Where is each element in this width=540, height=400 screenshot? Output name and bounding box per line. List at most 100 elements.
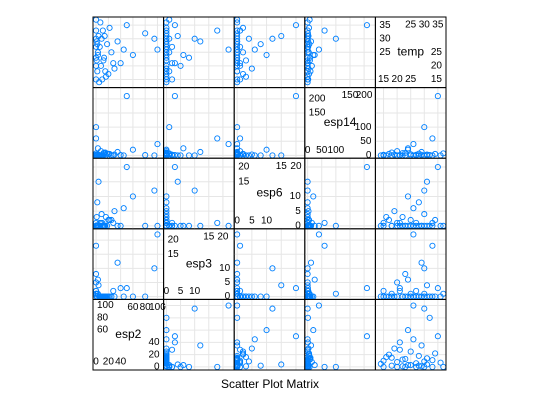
point: [257, 41, 264, 48]
point: [421, 124, 428, 131]
point: [396, 346, 403, 353]
point: [114, 38, 121, 45]
point: [169, 76, 176, 83]
point: [399, 363, 406, 370]
point: [426, 314, 433, 321]
point: [418, 342, 425, 349]
point: [154, 46, 161, 53]
point: [410, 336, 417, 343]
point: [421, 187, 428, 194]
tick-label: 80: [97, 312, 109, 323]
point: [418, 151, 425, 158]
point: [185, 54, 193, 61]
tick-label: 100: [97, 300, 114, 311]
point: [237, 135, 244, 142]
point: [248, 65, 255, 72]
point: [434, 333, 441, 340]
point: [239, 150, 247, 158]
tick-label: 50: [316, 145, 328, 156]
point: [239, 49, 247, 56]
point: [101, 32, 108, 40]
point: [305, 38, 312, 45]
point: [269, 265, 276, 272]
point: [383, 354, 390, 361]
point: [104, 41, 111, 48]
point: [197, 148, 204, 156]
point: [171, 60, 178, 67]
point: [106, 216, 113, 224]
tick-label: 25: [431, 47, 443, 58]
point: [239, 350, 247, 357]
point: [242, 354, 250, 361]
point: [180, 145, 187, 152]
point: [396, 285, 403, 292]
tick-label: 50: [360, 136, 372, 147]
point: [171, 93, 178, 100]
point: [129, 193, 136, 200]
point: [129, 146, 136, 153]
point: [429, 357, 436, 364]
point: [214, 27, 221, 34]
point: [423, 282, 431, 289]
tick-label: 0: [305, 145, 311, 156]
point: [415, 199, 422, 206]
point: [174, 361, 181, 368]
point: [311, 51, 318, 59]
tick-label: 0: [154, 362, 160, 373]
tick-label: 15: [203, 231, 215, 242]
point: [363, 333, 370, 340]
point: [120, 205, 127, 212]
point: [171, 333, 178, 340]
point: [123, 285, 130, 292]
point: [101, 54, 108, 61]
panel-border: [374, 16, 447, 89]
point: [396, 339, 403, 346]
tick-label: 60: [127, 302, 139, 313]
point: [304, 314, 311, 321]
tick-label: 0: [164, 286, 170, 297]
point: [421, 265, 428, 272]
point: [102, 213, 109, 221]
point: [117, 152, 124, 159]
tick-label: 0: [234, 215, 240, 226]
point: [237, 242, 244, 249]
point: [413, 287, 420, 294]
point: [410, 205, 417, 212]
point: [225, 46, 232, 53]
point: [95, 178, 102, 185]
point: [332, 35, 339, 42]
point: [278, 282, 285, 289]
variable-label: esp6: [256, 186, 282, 200]
tick-label: 25: [405, 20, 417, 31]
tick-label: 150: [309, 108, 326, 119]
tick-label: 100: [355, 122, 372, 133]
tick-label: 5: [249, 215, 255, 226]
panel-border: [233, 228, 306, 300]
point: [102, 73, 109, 80]
point: [214, 219, 221, 226]
point: [380, 287, 387, 294]
tick-label: 40: [148, 337, 160, 348]
point: [110, 287, 117, 294]
point: [278, 361, 285, 368]
tick-label: 25: [379, 47, 391, 58]
point: [429, 242, 436, 249]
point: [93, 57, 100, 64]
point: [99, 27, 106, 34]
tick-label: 20: [103, 357, 115, 368]
point: [257, 362, 264, 369]
point: [418, 259, 425, 266]
point: [169, 60, 176, 67]
tick-label: 15: [238, 176, 250, 187]
point: [292, 93, 300, 100]
point: [242, 363, 250, 370]
tick-label: 35: [379, 20, 391, 31]
point: [391, 208, 398, 215]
point: [110, 60, 117, 67]
tick-label: 150: [342, 90, 359, 101]
tick-label: 20: [217, 231, 229, 242]
point: [407, 216, 414, 224]
point: [245, 358, 252, 365]
variable-label: esp2: [115, 327, 141, 341]
